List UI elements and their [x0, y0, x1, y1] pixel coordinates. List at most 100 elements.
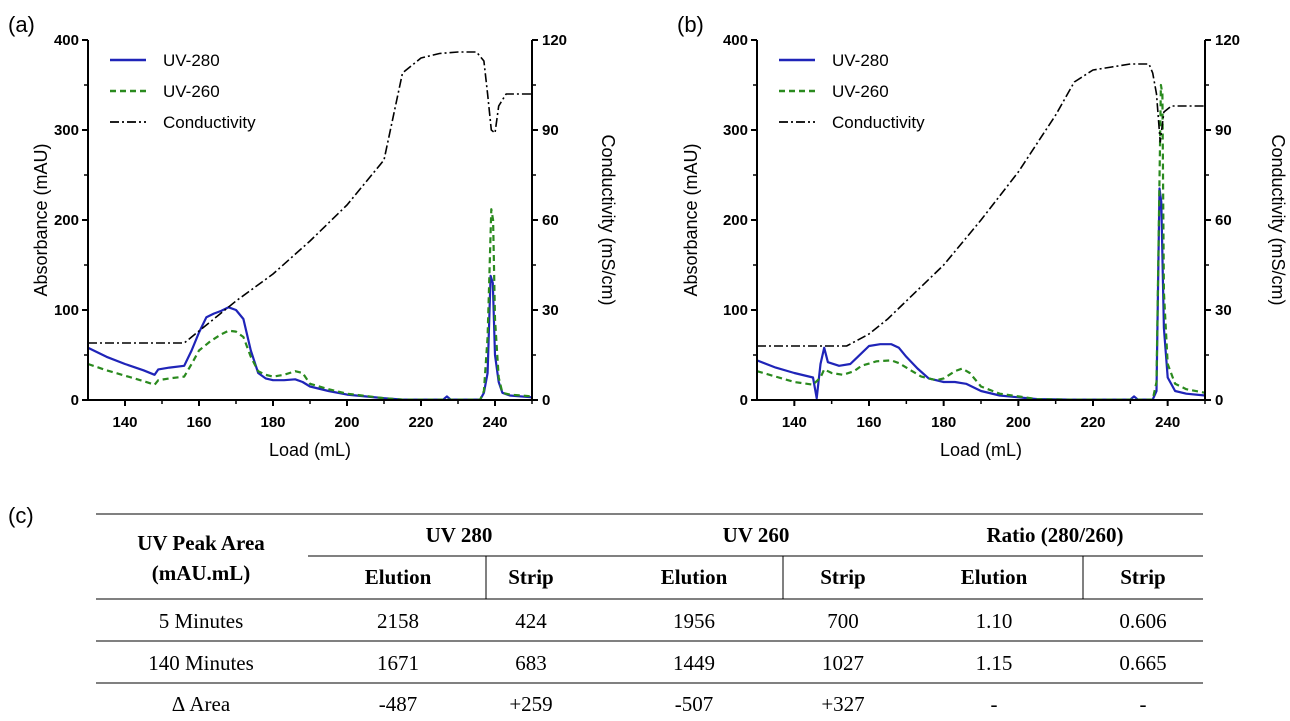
row-label: Δ Area — [172, 692, 231, 716]
subheader-elution: Elution — [661, 565, 728, 589]
legend: UV-280 UV-260 Conductivity — [779, 51, 925, 132]
series-line-conductivity — [88, 51, 532, 344]
y2-tick-label: 60 — [1215, 212, 1232, 229]
x-tick-label: 160 — [186, 414, 211, 431]
y2-tick-labels: 0 30 60 90 120 — [1215, 32, 1240, 409]
y2-tick-label: 0 — [1215, 392, 1223, 409]
y2-tick-label: 30 — [1215, 302, 1232, 319]
y2-tick-label: 90 — [1215, 122, 1232, 139]
cell: - — [1140, 692, 1147, 716]
chart-panel-a: (a) 140 160 180 200 220 240 0 100 200 300 400 0 30… — [8, 12, 618, 460]
subheader-strip: Strip — [1120, 565, 1166, 589]
y-tick-label: 200 — [54, 212, 79, 229]
table-row: Δ Area -487 +259 -507 +327 - - — [172, 692, 1147, 716]
row-label: 5 Minutes — [159, 609, 244, 633]
axes — [82, 39, 538, 406]
table-row: 140 Minutes 1671 683 1449 1027 1.15 0.66… — [148, 651, 1166, 675]
y-tick-label: 100 — [723, 302, 748, 319]
series-line-uv-280 — [87, 274, 533, 401]
group-header-uv260: UV 260 — [723, 523, 790, 547]
axes — [751, 39, 1211, 406]
x-tick-label: 200 — [334, 414, 359, 431]
y2-tick-label: 120 — [1215, 32, 1240, 49]
x-axis-label: Load (mL) — [269, 440, 351, 460]
y-tick-labels: 0 100 200 300 400 — [54, 32, 79, 409]
subheader-strip: Strip — [820, 565, 866, 589]
x-tick-label: 200 — [1006, 414, 1031, 431]
x-tick-label: 140 — [112, 414, 137, 431]
y-axis-label: Absorbance (mAU) — [681, 143, 701, 296]
y2-axis-label: Conductivity (mS/cm) — [598, 134, 618, 305]
series-lines — [756, 63, 1206, 401]
y-axis-label: Absorbance (mAU) — [31, 143, 51, 296]
x-tick-label: 220 — [408, 414, 433, 431]
y-tick-label: 400 — [54, 32, 79, 49]
table-corner-label: UV Peak Area — [137, 531, 265, 555]
y-tick-label: 400 — [723, 32, 748, 49]
y-tick-labels: 0 100 200 300 400 — [723, 32, 748, 409]
y-tick-label: 200 — [723, 212, 748, 229]
table-row: 5 Minutes 2158 424 1956 700 1.10 0.606 — [159, 609, 1167, 633]
y2-axis-label: Conductivity (mS/cm) — [1268, 134, 1288, 305]
row-label: 140 Minutes — [148, 651, 254, 675]
x-tick-label: 240 — [1155, 414, 1180, 431]
cell: +259 — [509, 692, 552, 716]
cell: 1027 — [822, 651, 864, 675]
cell: 2158 — [377, 609, 419, 633]
subheader-strip: Strip — [508, 565, 554, 589]
subheader-elution: Elution — [365, 565, 432, 589]
x-tick-label: 160 — [856, 414, 881, 431]
x-tick-label: 140 — [782, 414, 807, 431]
y-tick-label: 0 — [71, 392, 79, 409]
series-line-conductivity — [757, 63, 1205, 347]
cell: 1.10 — [976, 609, 1013, 633]
y2-tick-label: 30 — [542, 302, 559, 319]
cell: 424 — [515, 609, 547, 633]
y-tick-label: 0 — [740, 392, 748, 409]
panel-c-label: (c) — [8, 503, 34, 528]
y-tick-label: 100 — [54, 302, 79, 319]
legend-label: UV-280 — [832, 51, 889, 70]
legend-label: UV-260 — [832, 82, 889, 101]
y2-tick-label: 120 — [542, 32, 567, 49]
x-tick-label: 240 — [482, 414, 507, 431]
table-corner-unit: (mAU.mL) — [152, 561, 251, 585]
legend-label: UV-280 — [163, 51, 220, 70]
legend: UV-280 UV-260 Conductivity — [110, 51, 256, 132]
cell: -507 — [675, 692, 714, 716]
cell: 1.15 — [976, 651, 1013, 675]
subheader-elution: Elution — [961, 565, 1028, 589]
group-header-ratio: Ratio (280/260) — [986, 523, 1123, 547]
cell: 1671 — [377, 651, 419, 675]
cell: 0.665 — [1119, 651, 1166, 675]
panel-b-label: (b) — [677, 12, 704, 37]
cell: 1449 — [673, 651, 715, 675]
cell: 1956 — [673, 609, 715, 633]
legend-label: Conductivity — [832, 113, 925, 132]
y-tick-label: 300 — [54, 122, 79, 139]
series-lines — [87, 51, 533, 401]
series-line-uv-260 — [756, 83, 1206, 401]
y2-tick-labels: 0 30 60 90 120 — [542, 32, 567, 409]
chart-panel-b: (b) 140 160 180 200 220 240 0 100 200 300 400 0 30… — [677, 12, 1288, 460]
x-tick-label: 220 — [1080, 414, 1105, 431]
y-tick-label: 300 — [723, 122, 748, 139]
cell: 0.606 — [1119, 609, 1166, 633]
y2-tick-label: 60 — [542, 212, 559, 229]
peak-area-table: (c) UV Peak Area (mAU.mL) UV 280 UV 260 … — [8, 503, 1203, 716]
legend-label: Conductivity — [163, 113, 256, 132]
cell: 700 — [827, 609, 859, 633]
x-tick-labels: 140 160 180 200 220 240 — [112, 414, 507, 431]
x-tick-label: 180 — [260, 414, 285, 431]
x-tick-label: 180 — [931, 414, 956, 431]
x-tick-labels: 140 160 180 200 220 240 — [782, 414, 1180, 431]
series-line-uv-260 — [87, 208, 533, 401]
y2-tick-label: 90 — [542, 122, 559, 139]
group-header-uv280: UV 280 — [426, 523, 493, 547]
legend-label: UV-260 — [163, 82, 220, 101]
panel-a-label: (a) — [8, 12, 35, 37]
x-axis-label: Load (mL) — [940, 440, 1022, 460]
cell: 683 — [515, 651, 547, 675]
cell: +327 — [821, 692, 864, 716]
